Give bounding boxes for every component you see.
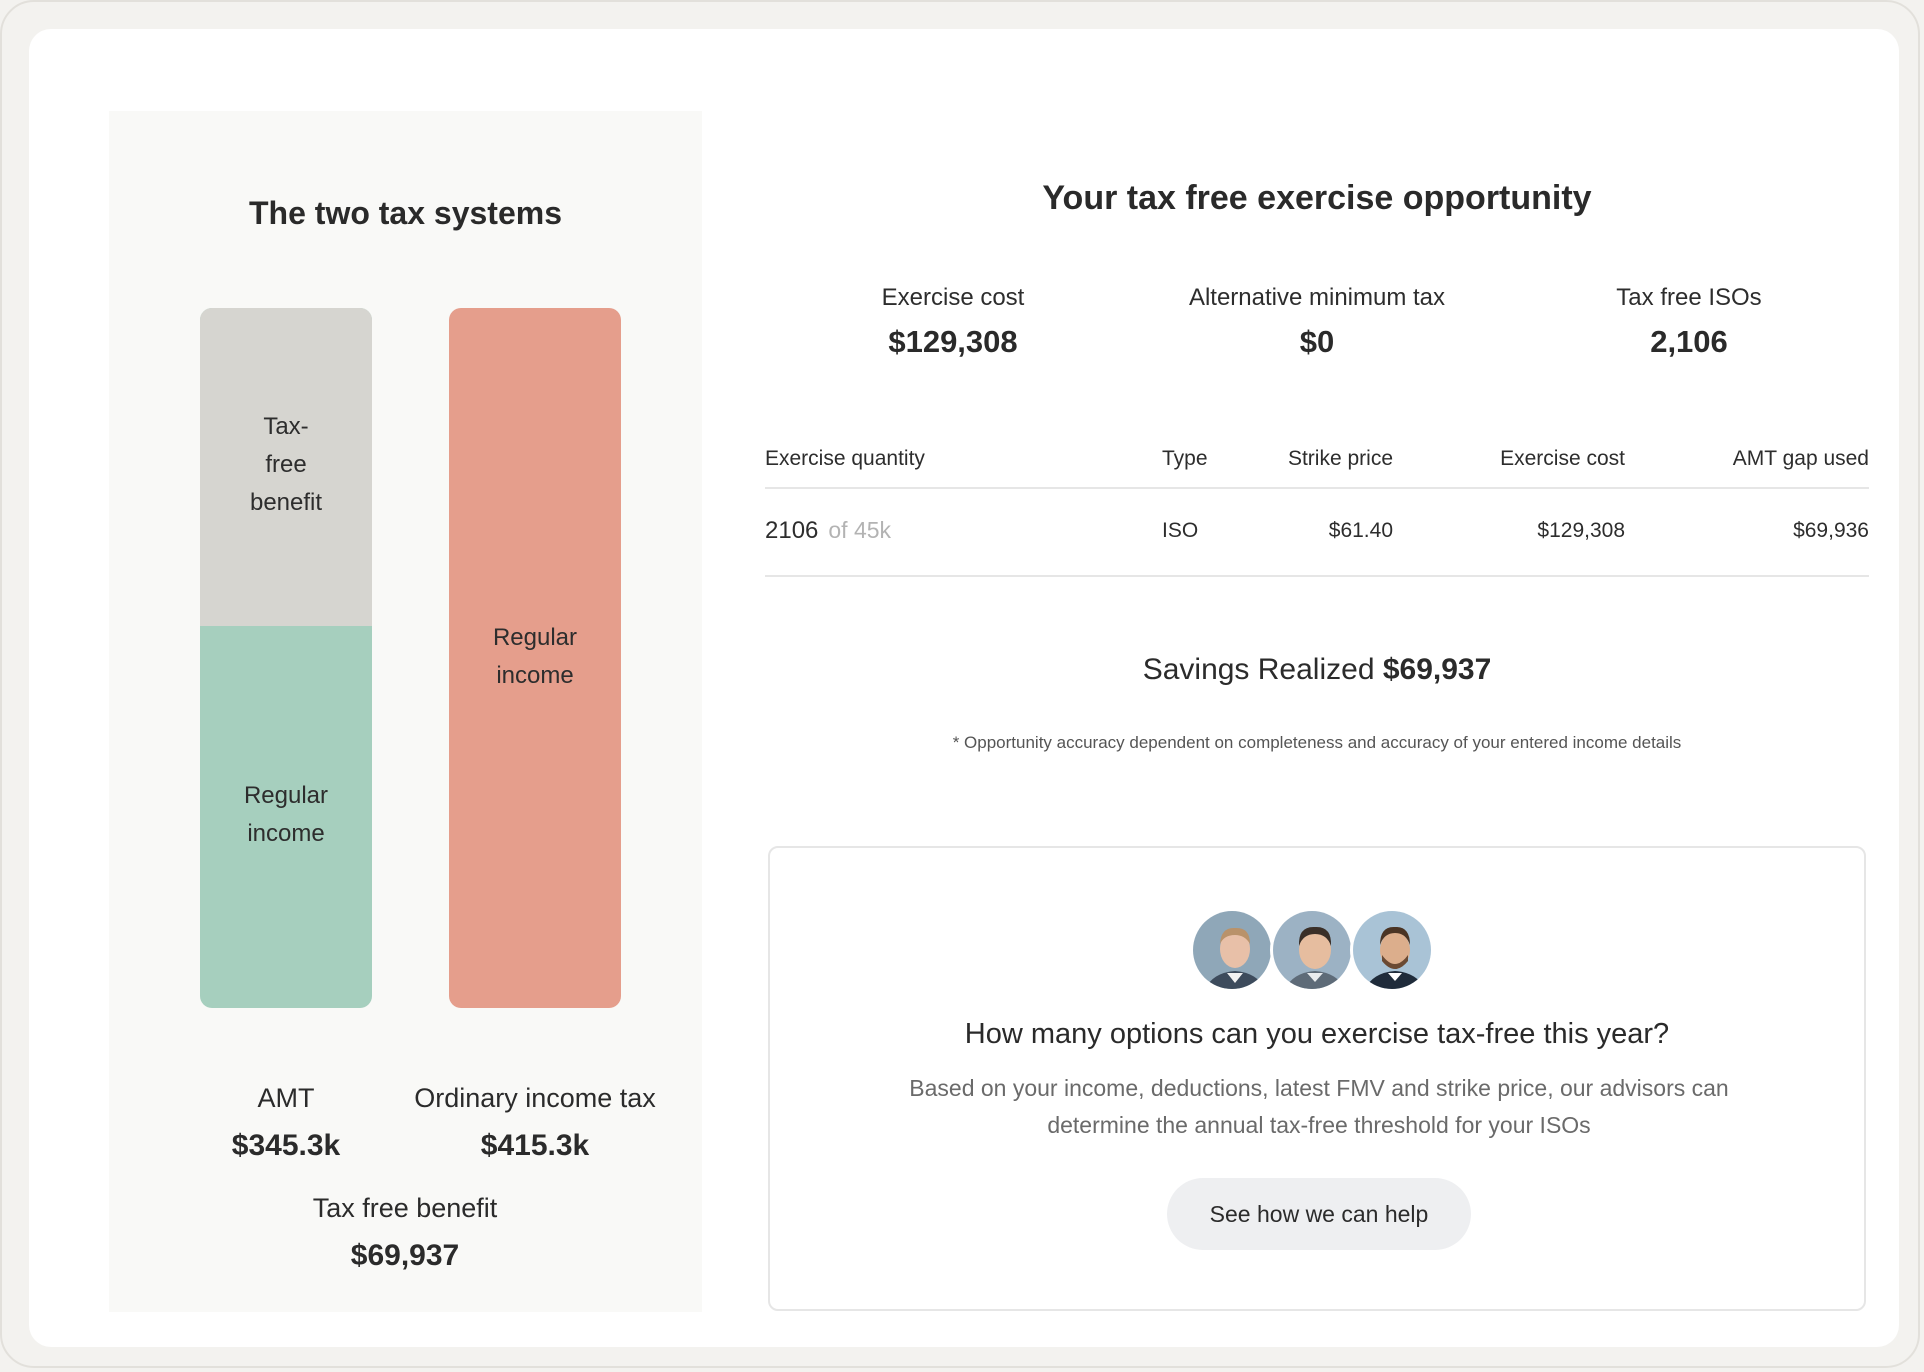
exercise-quantity-cell[interactable]: 2106 of 45k: [765, 517, 891, 545]
cta-title: How many options can you exercise tax-fr…: [964, 1018, 1670, 1050]
table-row[interactable]: 2106 of 45k ISO $61.40 $129,308 $69,936: [765, 489, 1869, 577]
advisor-avatar: [1270, 908, 1354, 992]
ordinary-income-tax-value: $415.3k: [480, 1129, 590, 1162]
exercise-cost-cell: $129,308: [1537, 519, 1625, 542]
type-cell: ISO: [1162, 519, 1199, 542]
tax-free-benefit-total-value: $69,937: [350, 1239, 460, 1272]
accuracy-disclaimer: * Opportunity accuracy dependent on comp…: [952, 733, 1682, 752]
advisor-avatar: [1190, 908, 1274, 992]
strike-price-cell: $61.40: [1328, 519, 1393, 542]
savings-realized: Savings Realized $69,937: [765, 653, 1869, 687]
ordinary-income-bar: Regular income: [449, 308, 621, 1008]
tax-free-benefit-segment: Tax- free benefit: [200, 308, 372, 626]
amt-regular-income-label: Regular income: [243, 782, 329, 847]
tax-free-benefit-total-label: Tax free benefit: [312, 1193, 498, 1223]
cta-description: Based on your income, deductions, latest…: [909, 1075, 1729, 1138]
summary-tax-free-isos: Tax free ISOs 2,106: [1616, 284, 1762, 359]
see-how-we-can-help-button[interactable]: See how we can help: [1167, 1178, 1471, 1250]
exercise-quantity-value: 2106: [765, 517, 819, 544]
summary-exercise-cost: Exercise cost $129,308: [881, 284, 1025, 359]
exercise-table: Exercise quantity Type Strike price Exer…: [765, 441, 1869, 577]
advisor-cta-card: How many options can you exercise tax-fr…: [768, 846, 1866, 1311]
header-exercise-quantity: Exercise quantity: [765, 447, 925, 470]
header-amt-gap-used: AMT gap used: [1732, 447, 1869, 470]
panel-title: The two tax systems: [249, 195, 562, 231]
tax-free-benefit-label: Tax- free benefit: [249, 413, 323, 516]
amt-value: $345.3k: [231, 1129, 341, 1162]
header-exercise-cost: Exercise cost: [1500, 447, 1625, 470]
tax-systems-panel: The two tax systems Tax- free benefit Re…: [109, 111, 702, 1312]
opportunity-title: Your tax free exercise opportunity: [1042, 179, 1592, 217]
savings-value: $69,937: [1382, 653, 1492, 686]
amt-bar: Tax- free benefit Regular income: [200, 308, 372, 1008]
header-strike-price: Strike price: [1287, 447, 1393, 470]
header-type: Type: [1162, 447, 1208, 470]
summary-amt: Alternative minimum tax $0: [1188, 284, 1446, 359]
amt-label: AMT: [257, 1083, 315, 1113]
savings-label: Savings Realized: [1142, 653, 1375, 686]
exercise-quantity-total: of 45k: [828, 517, 892, 543]
amt-gap-used-cell: $69,936: [1793, 519, 1869, 542]
table-header: Exercise quantity Type Strike price Exer…: [765, 441, 1869, 489]
advisor-avatar: [1350, 908, 1434, 992]
ordinary-income-tax-label: Ordinary income tax: [414, 1083, 656, 1113]
ordinary-regular-income-label: Regular income: [492, 624, 578, 689]
main-card: The two tax systems Tax- free benefit Re…: [29, 29, 1899, 1347]
